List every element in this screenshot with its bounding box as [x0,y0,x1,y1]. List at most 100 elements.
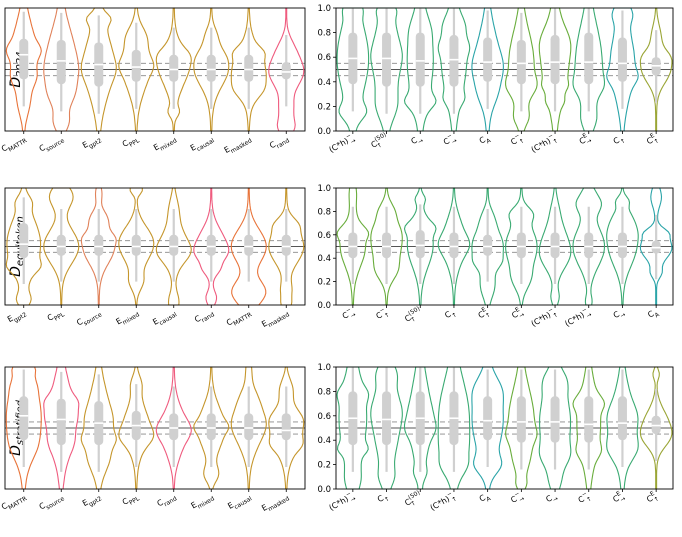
iqr-box-2 [94,234,104,256]
x-tick-label-3: CPPL [121,491,142,510]
iqr-box-7 [584,396,594,443]
iqr-box-4 [483,37,493,82]
iqr-box-0 [19,38,29,80]
iqr-box-6 [244,54,254,82]
x-tick-label-0: CMATTR [0,133,28,156]
iqr-box-6 [244,413,254,441]
iqr-box-7 [281,234,291,256]
y-tick-label-3: 0.6 [317,231,331,241]
panel-3: C−→ C−↑ C(50)↑ C↑ CE↑ CE→ (C*h)−↑ (C*h)−→ C→ CA 0.… [317,184,674,331]
iqr-box-6 [550,35,560,85]
iqr-box-4 [483,234,493,256]
x-tick-label-8: CE→ [610,489,627,507]
iqr-box-1 [382,232,392,259]
iqr-box-5 [516,232,526,259]
x-tick-label-2: C(50)↑ [402,305,425,326]
iqr-box-4 [483,396,493,441]
x-tick-label-0: Egpt2 [6,307,28,327]
y-tick-label-1: 0.2 [317,461,331,471]
x-tick-label-0: (C*h)−→ [326,131,357,157]
iqr-box-1 [56,398,66,446]
iqr-box-3 [449,232,459,259]
x-tick-label-2: C(50)↑ [402,489,425,510]
x-tick-label-7: Emasked [260,491,291,516]
iqr-box-1 [382,32,392,87]
iqr-box-6 [550,232,560,259]
y-tick-label-0: 0.0 [317,127,331,137]
x-tick-label-6: (C*h)−↑ [529,131,560,157]
iqr-box-7 [281,62,291,80]
x-tick-label-5: C−→ [508,489,526,507]
x-tick-label-6: (C*h)−↑ [529,305,560,331]
x-tick-label-5: Emixed [189,491,215,513]
y-tick-label-5: 1.0 [317,4,331,14]
x-tick-label-9: CE↑ [644,131,661,149]
iqr-box-5 [516,39,526,85]
iqr-box-5 [206,54,216,82]
x-tick-label-7: Crand [268,133,291,153]
iqr-box-7 [584,232,594,259]
y-tick-label-4: 0.8 [317,387,331,397]
y-tick-label-1: 0.2 [317,102,331,112]
x-tick-label-5: Ecausal [189,133,216,156]
x-tick-label-0: CMATTR [0,491,28,514]
iqr-box-3 [131,49,141,82]
x-tick-label-0: C−→ [340,305,358,323]
y-tick-label-3: 0.6 [317,412,331,422]
panel-0: CMATTR Csource Egpt2 CPPL Emixed Ecausal Emask… [0,7,306,158]
x-tick-label-9: CE↑ [644,489,661,507]
y-tick-label-2: 0.4 [317,78,331,88]
x-tick-label-4: CA [478,132,493,148]
x-tick-label-6: Emasked [223,133,254,158]
y-tick-label-1: 0.2 [317,278,331,288]
panel-5: (C*h)−→ C↑ C(50)↑ (C*h)−↑ CA C−→ C→ C−↑ CE→ CE↑ 0.… [317,363,674,515]
panel-frame [335,7,674,132]
x-tick-label-8: C→ [612,307,627,323]
iqr-box-5 [206,234,216,256]
panel-1: (C*h)−→ C(50)↑ C→ C−→ CA C−↑ (C*h)−↑ CE→ C↑ CE↑ 0.… [317,4,674,157]
x-tick-label-3: CPPL [121,133,142,152]
x-tick-label-5: Crand [193,307,216,327]
iqr-box-3 [449,35,459,87]
x-tick-label-7: (C*h)−→ [562,305,593,331]
iqr-box-1 [56,234,66,256]
x-tick-label-7: CE→ [577,131,594,149]
x-tick-label-9: CA [646,306,661,322]
x-tick-label-1: Csource [38,133,66,156]
iqr-box-1 [382,391,392,446]
iqr-box-1 [56,39,66,85]
x-tick-label-6: Ecausal [226,491,253,514]
panel-frame [335,366,674,490]
x-tick-label-1: Csource [38,491,66,514]
y-tick-label-2: 0.4 [317,254,331,264]
y-tick-label-3: 0.6 [317,53,331,63]
iqr-box-6 [244,234,254,256]
x-tick-label-2: C→ [410,133,425,149]
panel-frame [335,187,674,306]
x-tick-label-3: (C*h)−↑ [428,489,459,515]
panel-4: CMATTR Csource Egpt2 CPPL Crand Emixed Ecausal… [0,366,306,516]
x-tick-label-8: C↑ [612,133,627,149]
x-tick-label-6: CMATTR [225,307,253,330]
x-tick-label-2: Csource [75,307,103,330]
iqr-box-8 [617,396,627,441]
x-tick-label-4: Emixed [152,133,178,155]
x-tick-label-2: Egpt2 [81,491,103,511]
x-tick-label-1: C−↑ [373,305,391,323]
x-tick-label-1: CPPL [46,307,67,326]
x-tick-label-7: Emasked [260,307,291,332]
y-tick-label-0: 0.0 [317,485,331,495]
iqr-box-0 [19,396,29,441]
x-tick-label-1: C(50)↑ [369,131,392,152]
iqr-box-4 [169,413,179,441]
x-tick-label-4: CE↑ [476,305,493,323]
iqr-box-2 [415,230,425,259]
iqr-box-0 [348,232,358,259]
y-tick-label-4: 0.8 [317,29,331,39]
x-tick-label-1: C↑ [376,491,391,507]
x-tick-label-5: CE→ [509,305,526,323]
x-tick-label-6: C→ [544,491,559,507]
x-tick-label-4: Crand [155,491,178,511]
panel-frame [4,187,306,306]
